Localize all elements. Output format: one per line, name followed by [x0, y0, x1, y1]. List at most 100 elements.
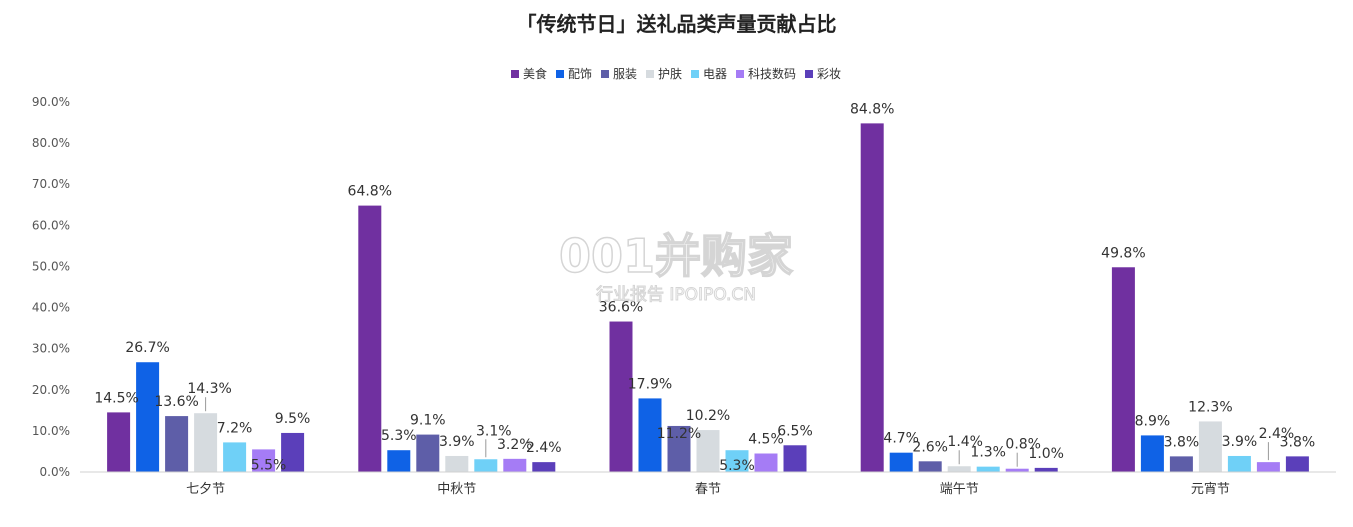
data-label: 4.7%	[883, 431, 919, 447]
y-tick-label: 20.0%	[32, 383, 70, 397]
legend-swatch	[691, 70, 699, 78]
legend-item: 科技数码	[736, 66, 796, 81]
legend-item: 彩妆	[805, 67, 841, 81]
y-tick-label: 0.0%	[40, 465, 71, 479]
data-label: 3.2%	[497, 437, 533, 453]
data-label: 9.5%	[275, 411, 311, 427]
data-label: 2.4%	[1259, 426, 1295, 442]
data-label: 5.5%	[251, 457, 287, 473]
x-category-label: 七夕节	[186, 482, 225, 497]
data-label: 2.6%	[912, 439, 948, 455]
bar	[725, 450, 749, 472]
y-tick-label: 40.0%	[32, 301, 70, 315]
watermark: 001并购家 行业报告 IPOIPO.CN	[558, 228, 794, 305]
x-category-label: 中秋节	[437, 482, 476, 497]
x-axis: 七夕节 中秋节 春节 端午节 元宵节	[80, 471, 1336, 497]
y-tick-label: 70.0%	[32, 177, 70, 191]
chart-title: 「传统节日」送礼品类声量贡献占比	[516, 12, 837, 36]
y-tick-label: 30.0%	[32, 342, 70, 356]
bar	[107, 412, 131, 472]
data-label: 3.8%	[1280, 434, 1316, 450]
data-label: 4.5%	[748, 432, 784, 448]
bar	[1256, 462, 1280, 472]
legend-swatch	[556, 70, 564, 78]
data-label: 64.8%	[348, 184, 392, 200]
data-label: 49.8%	[1101, 245, 1145, 261]
bar	[609, 321, 633, 472]
bar	[1005, 468, 1029, 472]
legend-swatch	[511, 70, 519, 78]
watermark-main: 001并购家	[559, 229, 793, 283]
legend-swatch	[646, 70, 654, 78]
data-label: 7.2%	[217, 420, 253, 436]
data-label: 3.9%	[439, 434, 475, 450]
bar	[532, 462, 556, 472]
bar	[165, 416, 189, 472]
bar	[976, 466, 1000, 472]
y-tick-label: 10.0%	[32, 424, 70, 438]
data-label: 84.8%	[850, 101, 894, 117]
data-label: 14.3%	[187, 381, 231, 397]
legend-label: 电器	[703, 67, 727, 81]
data-label: 5.3%	[381, 428, 417, 444]
y-tick-label: 60.0%	[32, 218, 70, 232]
bar	[1285, 456, 1309, 472]
data-label: 3.8%	[1164, 434, 1200, 450]
bar	[1140, 435, 1164, 472]
bar	[918, 461, 942, 472]
legend-label: 护肤	[658, 66, 682, 81]
data-label: 3.1%	[476, 423, 512, 439]
bar	[194, 413, 218, 472]
data-label: 14.5%	[94, 390, 138, 406]
x-category-label: 端午节	[940, 482, 979, 497]
bar	[503, 458, 527, 472]
y-axis: 0.0% 10.0% 20.0% 30.0% 40.0% 50.0% 60.0% 70.0% 8…	[32, 95, 70, 479]
data-labels: 14.5% 26.7% 13.6%14.3% 7.2% 5.5% 9.5% 64.8% 5.3…	[94, 101, 1315, 474]
bar	[860, 123, 884, 472]
bar	[1227, 455, 1251, 472]
legend-item: 配饰	[556, 67, 592, 81]
data-label: 11.2%	[657, 426, 701, 442]
data-label: 3.9%	[1222, 434, 1258, 450]
data-label: 13.6%	[154, 394, 198, 410]
data-label: 1.0%	[1028, 446, 1064, 462]
x-category-label: 元宵节	[1191, 481, 1230, 497]
bar	[638, 398, 662, 472]
y-tick-label: 80.0%	[32, 136, 70, 150]
bars	[107, 123, 1309, 472]
bar	[252, 449, 276, 472]
bar	[223, 442, 247, 472]
data-label: 0.8%	[1005, 437, 1041, 453]
data-label: 2.4%	[526, 440, 562, 456]
y-tick-label: 90.0%	[32, 95, 70, 109]
bar	[416, 434, 440, 472]
bar	[387, 450, 411, 472]
legend-swatch	[805, 70, 813, 78]
legend-item: 护肤	[646, 66, 682, 81]
legend-label: 彩妆	[817, 67, 841, 81]
bar	[474, 459, 498, 472]
data-label: 1.3%	[970, 445, 1006, 461]
x-category-label: 春节	[695, 482, 721, 497]
bar	[136, 362, 160, 472]
bar	[281, 432, 305, 472]
bar	[1169, 456, 1193, 472]
legend-item: 美食	[511, 66, 547, 81]
legend-label: 美食	[523, 66, 547, 81]
legend-swatch	[736, 70, 744, 78]
bar	[754, 453, 778, 472]
data-label: 8.9%	[1135, 413, 1171, 429]
legend-label: 配饰	[568, 67, 592, 81]
bar	[783, 445, 807, 472]
data-label: 17.9%	[628, 376, 672, 392]
data-label: 12.3%	[1188, 399, 1232, 415]
bar	[358, 205, 382, 472]
data-label: 1.4%	[947, 434, 983, 450]
data-label: 10.2%	[686, 408, 730, 424]
legend-item: 服装	[601, 67, 637, 81]
legend: 美食 配饰 服装 护肤 电器 科技数码 彩妆	[511, 66, 841, 81]
y-tick-label: 50.0%	[32, 259, 70, 273]
bar	[667, 425, 691, 472]
legend-label: 科技数码	[748, 66, 796, 81]
